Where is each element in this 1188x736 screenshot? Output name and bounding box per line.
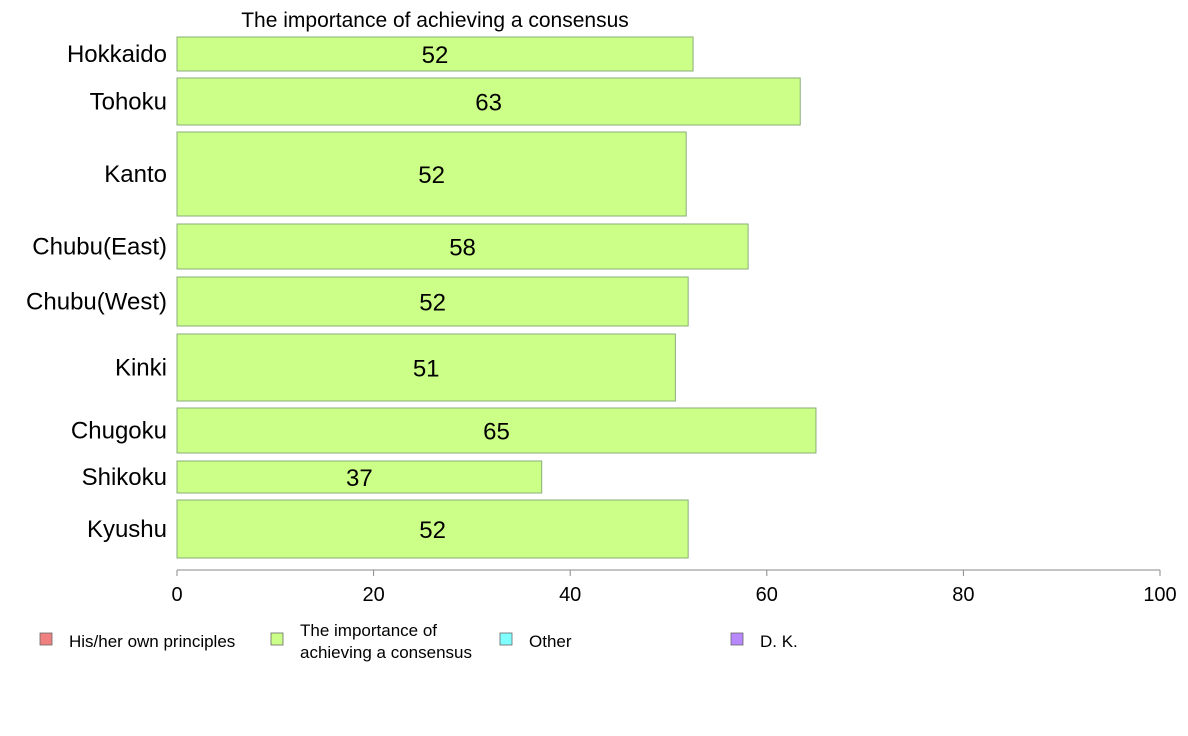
data-label-hokkaido: 52 (422, 42, 449, 69)
legend: His/her own principles The importance of a… (39, 621, 798, 662)
bar-chugoku (176, 407, 817, 454)
data-label-kyushu: 52 (419, 517, 446, 544)
bar-kyushu (176, 499, 689, 559)
legend-swatch (499, 632, 513, 646)
legend-label: Other (529, 632, 572, 651)
chart-title: The importance of achieving a consensus (241, 9, 629, 32)
legend-label: His/her own principles (69, 632, 235, 651)
data-label-chugoku: 65 (483, 419, 510, 446)
x-tick-label: 20 (362, 584, 384, 606)
x-tick-label: 100 (1143, 584, 1176, 606)
legend-swatch (730, 632, 744, 646)
legend-swatch (39, 632, 53, 646)
legend-label: The importance of (300, 621, 437, 640)
bar-chubu-west (176, 276, 689, 327)
bar-tohoku (176, 77, 801, 126)
x-tick-label: 0 (171, 584, 182, 606)
x-axis: 0 20 40 60 80 100 (171, 569, 1177, 606)
category-label-tohoku: Tohoku (90, 89, 167, 116)
data-label-tohoku: 63 (475, 90, 502, 117)
x-tick-label: 40 (559, 584, 581, 606)
category-label-kanto: Kanto (104, 161, 167, 188)
category-label-kyushu: Kyushu (87, 516, 167, 543)
legend-label: achieving a consensus (300, 643, 472, 662)
category-label-chubu-west: Chubu(West) (26, 289, 167, 316)
category-label-chugoku: Chugoku (71, 418, 167, 445)
bar-shikoku (176, 460, 543, 494)
bar-kanto (176, 131, 687, 217)
data-label-shikoku: 37 (346, 465, 373, 492)
bars-layer: Hokkaido 52 Tohoku 63 Kanto 52 Chubu(East) 58 Ch… (26, 36, 817, 559)
data-label-chubu-west: 52 (419, 290, 446, 317)
data-label-chubu-east: 58 (449, 235, 476, 262)
category-label-shikoku: Shikoku (82, 464, 167, 491)
category-label-kinki: Kinki (115, 355, 167, 382)
x-tick-label: 60 (756, 584, 778, 606)
data-label-kinki: 51 (413, 356, 440, 383)
category-label-hokkaido: Hokkaido (67, 41, 167, 68)
bar-chubu-east (176, 223, 749, 270)
x-tick-label: 80 (952, 584, 974, 606)
bar-kinki (176, 333, 676, 402)
legend-swatch (270, 632, 284, 646)
legend-label: D. K. (760, 632, 798, 651)
data-label-kanto: 52 (418, 162, 445, 189)
bar-hokkaido (176, 36, 694, 72)
category-label-chubu-east: Chubu(East) (32, 234, 167, 261)
